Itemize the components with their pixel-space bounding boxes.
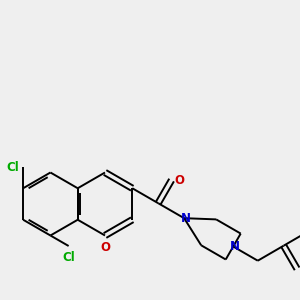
- Text: O: O: [100, 241, 110, 254]
- Text: Cl: Cl: [62, 251, 75, 264]
- Text: Cl: Cl: [7, 161, 20, 174]
- Text: O: O: [174, 173, 184, 187]
- Text: N: N: [181, 212, 190, 225]
- Text: N: N: [230, 240, 240, 253]
